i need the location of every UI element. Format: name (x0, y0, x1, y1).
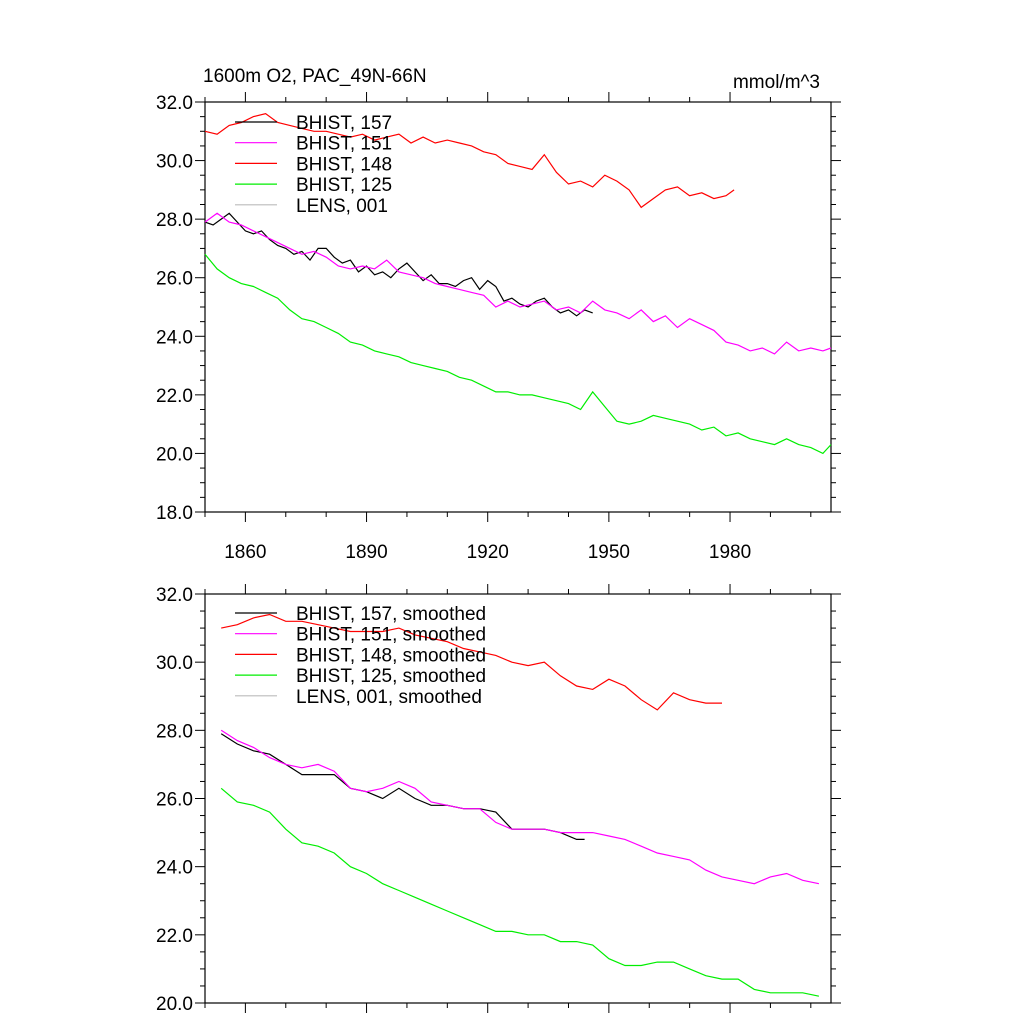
y-tick-label: 30.0 (156, 152, 193, 173)
legend-label: BHIST, 157, smoothed (296, 604, 486, 625)
y-tick-label: 30.0 (156, 653, 193, 674)
legend-label: BHIST, 125, smoothed (296, 666, 486, 687)
y-tick-label: 26.0 (156, 269, 193, 290)
y-tick-label: 28.0 (156, 721, 193, 742)
raw-panel: 18.0 20.0 22.0 24.0 26.0 28.0 30.0 32.0 1860 1890… (156, 92, 841, 563)
series-line-1 (204, 212, 593, 317)
y-tick-label: 26.0 (156, 790, 193, 811)
y-tick-label: 20.0 (156, 444, 193, 465)
legend-label: BHIST, 151, smoothed (296, 625, 486, 646)
y-tick-label: 22.0 (156, 926, 193, 947)
y-tick-label: 24.0 (156, 327, 193, 348)
y-tick-label: 32.0 (156, 93, 193, 114)
y-tick-label: 20.0 (156, 994, 193, 1015)
chart-title: 1600m O2, PAC_49N-66N (203, 66, 427, 87)
x-tick-label: 1890 (345, 542, 387, 563)
legend-label: LENS, 001, smoothed (296, 687, 482, 708)
legend-label: BHIST, 148, smoothed (296, 645, 486, 666)
legend-label: BHIST, 148 (296, 154, 392, 175)
series-line-1 (220, 733, 585, 840)
units-label: mmol/m^3 (733, 72, 820, 93)
series-line-4 (220, 787, 820, 997)
series-line-3 (221, 613, 722, 711)
series-line-4 (204, 253, 832, 455)
y-tick-label: 24.0 (156, 858, 193, 879)
legend-label: BHIST, 157 (296, 113, 392, 134)
y-tick-label: 28.0 (156, 210, 193, 231)
x-tick-label: 1980 (709, 542, 751, 563)
legend-label: BHIST, 125 (296, 175, 392, 196)
x-tick-label: 1860 (224, 542, 266, 563)
y-tick-label: 32.0 (156, 585, 193, 606)
legend-label: BHIST, 151 (296, 134, 392, 155)
series-line-2 (204, 212, 832, 355)
series-line-3 (204, 113, 735, 209)
y-tick-label: 18.0 (156, 503, 193, 524)
legend-label: LENS, 001 (296, 196, 388, 217)
y-tick-label: 22.0 (156, 386, 193, 407)
x-tick-label: 1950 (588, 542, 630, 563)
series-line-2 (220, 729, 820, 885)
x-tick-label: 1920 (467, 542, 509, 563)
smoothed-panel: 20.0 22.0 24.0 26.0 28.0 30.0 32.0 BHIST, 157, … (156, 584, 841, 1015)
